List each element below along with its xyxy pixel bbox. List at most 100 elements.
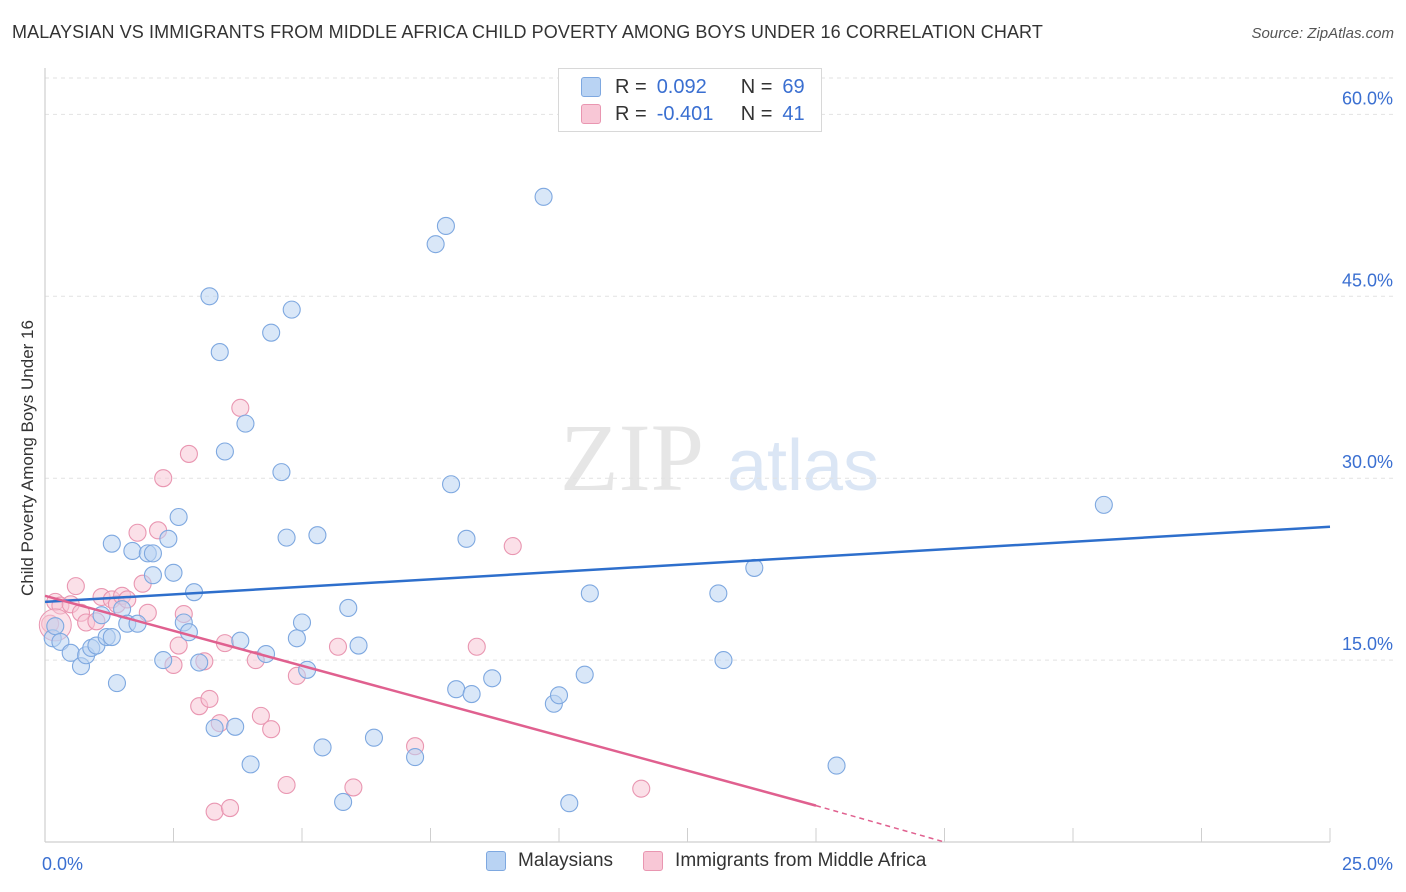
point-malaysians bbox=[277, 528, 296, 547]
point-malaysians bbox=[107, 674, 127, 693]
point-malaysians bbox=[241, 755, 260, 774]
point-malaysians bbox=[164, 563, 183, 582]
point-immigrants bbox=[467, 637, 486, 656]
x-tick-label: 0.0% bbox=[42, 854, 83, 874]
point-immigrants bbox=[503, 537, 522, 556]
point-malaysians bbox=[714, 651, 733, 670]
point-malaysians bbox=[483, 669, 502, 688]
trend-immigrants-extension bbox=[815, 804, 945, 843]
point-malaysians bbox=[236, 414, 255, 433]
series-legend: Malaysians Immigrants from Middle Africa bbox=[486, 850, 956, 872]
legend-swatch-blue bbox=[581, 77, 601, 97]
series-immigrants-points bbox=[38, 398, 651, 821]
legend-label-malaysians: Malaysians bbox=[518, 850, 614, 871]
correlation-legend: R = 0.092 N = 69 R = -0.401 N = 41 bbox=[558, 68, 822, 132]
point-immigrants bbox=[262, 720, 281, 739]
gridlines bbox=[45, 77, 1395, 661]
legend-item-immigrants[interactable]: Immigrants from Middle Africa bbox=[643, 850, 926, 872]
point-malaysians bbox=[549, 686, 569, 705]
point-malaysians bbox=[102, 534, 121, 553]
legend-n-label: N = bbox=[740, 102, 773, 125]
trend-immigrants bbox=[44, 594, 817, 807]
point-malaysians bbox=[560, 794, 579, 813]
watermark-atlas: atlas bbox=[727, 426, 879, 506]
chart-title: MALAYSIAN VS IMMIGRANTS FROM MIDDLE AFRI… bbox=[12, 22, 1043, 42]
point-immigrants bbox=[179, 444, 198, 463]
point-malaysians bbox=[339, 598, 358, 617]
legend-n-label: N = bbox=[740, 75, 773, 98]
point-malaysians bbox=[462, 685, 481, 704]
point-immigrants bbox=[251, 706, 270, 725]
legend-n-value: 69 bbox=[782, 75, 805, 98]
legend-swatch-pink bbox=[643, 851, 664, 871]
point-malaysians bbox=[334, 792, 353, 812]
x-tick-label: 25.0% bbox=[1342, 854, 1393, 874]
point-malaysians bbox=[406, 748, 425, 767]
point-immigrants bbox=[328, 637, 348, 656]
point-malaysians bbox=[46, 617, 65, 636]
y-axis-label: Child Poverty Among Boys Under 16 bbox=[18, 320, 37, 596]
point-malaysians bbox=[827, 756, 846, 775]
point-malaysians bbox=[272, 463, 291, 482]
point-immigrants bbox=[220, 798, 240, 818]
watermark-zip: ZIP bbox=[560, 404, 704, 511]
legend-swatch-pink bbox=[581, 104, 601, 124]
point-malaysians bbox=[226, 717, 245, 736]
point-malaysians bbox=[580, 584, 599, 603]
point-malaysians bbox=[169, 507, 188, 527]
point-malaysians bbox=[457, 529, 476, 548]
point-immigrants bbox=[154, 469, 173, 488]
y-tick-label: 15.0% bbox=[1342, 634, 1393, 654]
point-malaysians bbox=[210, 343, 229, 362]
point-malaysians bbox=[364, 728, 384, 747]
y-tick-label: 30.0% bbox=[1342, 452, 1393, 472]
point-immigrants bbox=[344, 778, 363, 797]
point-immigrants bbox=[200, 689, 219, 708]
legend-item-malaysians[interactable]: Malaysians bbox=[486, 850, 613, 872]
point-immigrants bbox=[632, 779, 651, 798]
point-malaysians bbox=[575, 665, 594, 684]
point-malaysians bbox=[292, 613, 312, 632]
point-malaysians bbox=[308, 526, 327, 545]
point-malaysians bbox=[200, 287, 219, 306]
y-tick-label: 45.0% bbox=[1342, 270, 1393, 290]
point-malaysians bbox=[426, 235, 445, 254]
point-malaysians bbox=[262, 323, 281, 342]
legend-r-label: R = bbox=[615, 102, 647, 125]
source-label: Source: ZipAtlas.com bbox=[1251, 25, 1394, 42]
legend-n-value: 41 bbox=[782, 102, 805, 125]
point-malaysians bbox=[436, 216, 455, 235]
x-ticks bbox=[44, 828, 1331, 842]
legend-r-value: 0.092 bbox=[656, 75, 707, 98]
point-malaysians bbox=[349, 636, 368, 655]
point-malaysians bbox=[282, 300, 301, 319]
point-malaysians bbox=[143, 566, 162, 585]
point-immigrants bbox=[205, 802, 224, 821]
legend-r-value: -0.401 bbox=[656, 102, 714, 125]
x-tick-labels: 0.0% 25.0% bbox=[42, 854, 1393, 874]
legend-row-malaysians: R = 0.092 N = 69 bbox=[581, 75, 805, 99]
y-tick-label: 60.0% bbox=[1342, 88, 1393, 108]
point-malaysians bbox=[190, 653, 209, 672]
point-malaysians bbox=[534, 187, 553, 206]
legend-r-label: R = bbox=[615, 75, 647, 98]
point-malaysians bbox=[102, 628, 121, 647]
trend-lines bbox=[44, 525, 1331, 843]
legend-row-immigrants: R = -0.401 N = 41 bbox=[581, 102, 805, 126]
watermark: ZIP atlas bbox=[560, 404, 879, 511]
point-immigrants bbox=[277, 775, 296, 795]
point-immigrants bbox=[66, 577, 85, 596]
trend-malaysians bbox=[44, 525, 1331, 604]
point-malaysians bbox=[215, 442, 234, 461]
point-malaysians bbox=[287, 629, 306, 648]
point-malaysians bbox=[159, 529, 178, 548]
point-immigrants bbox=[128, 523, 147, 542]
point-malaysians bbox=[442, 475, 461, 494]
legend-swatch-blue bbox=[486, 851, 506, 871]
point-malaysians bbox=[709, 584, 728, 603]
point-malaysians bbox=[1094, 495, 1113, 514]
point-malaysians bbox=[123, 541, 142, 561]
y-tick-labels: 15.0% 30.0% 45.0% 60.0% bbox=[1342, 88, 1393, 654]
point-immigrants bbox=[231, 398, 250, 417]
